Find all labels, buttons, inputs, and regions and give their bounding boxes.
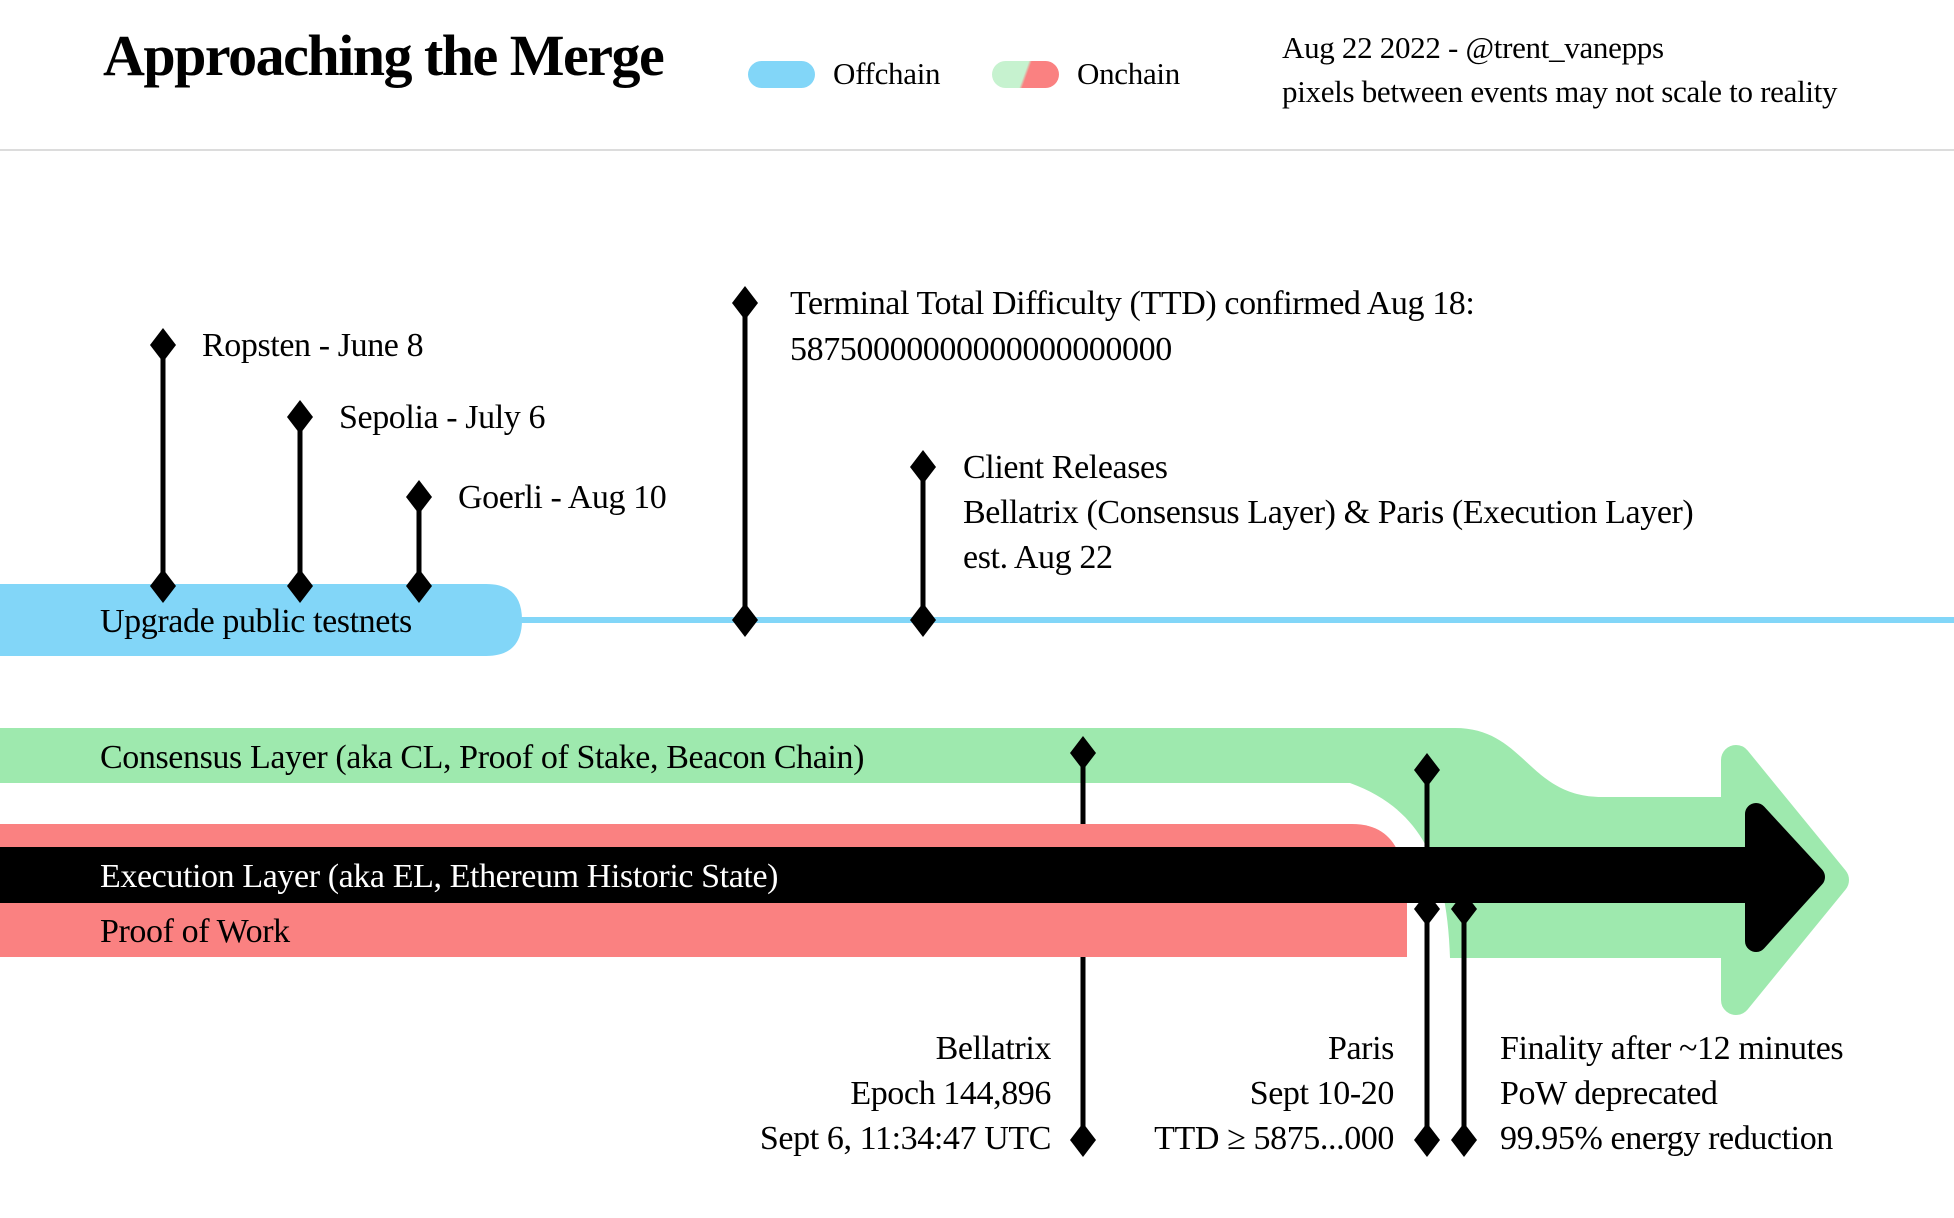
testnet-label: Ropsten - June 8	[202, 327, 423, 364]
credit-line-1: Aug 22 2022 - @trent_vanepps	[1282, 30, 1664, 65]
diamond-icon	[287, 400, 313, 434]
ttd-event-marker: Terminal Total Difficulty (TTD) confirme…	[732, 285, 1475, 637]
execution-layer-bar	[0, 847, 1758, 903]
ttd-line-2: 58750000000000000000000	[790, 331, 1172, 368]
onchain-label: Onchain	[1077, 56, 1180, 91]
credit-block: Aug 22 2022 - @trent_vanepps pixels betw…	[1282, 26, 1838, 114]
client-line-3: est. Aug 22	[963, 539, 1113, 576]
bellatrix-line-1: Bellatrix	[936, 1030, 1052, 1067]
proof-of-work-label: Proof of Work	[100, 913, 290, 950]
offchain-timeline-line	[0, 617, 1954, 623]
credit-line-2: pixels between events may not scale to r…	[1282, 74, 1838, 109]
diamond-icon	[1070, 1123, 1096, 1157]
testnet-label: Goerli - Aug 10	[458, 479, 666, 516]
client-line-2: Bellatrix (Consensus Layer) & Paris (Exe…	[963, 494, 1693, 531]
page-title: Approaching the Merge	[103, 23, 665, 88]
consensus-layer-label: Consensus Layer (aka CL, Proof of Stake,…	[100, 739, 864, 776]
consensus-layer-band	[0, 728, 1748, 958]
offchain-pill-icon	[748, 60, 815, 88]
paris-line-1: Paris	[1328, 1030, 1394, 1067]
client-releases-event-marker: Client Releases Bellatrix (Consensus Lay…	[910, 449, 1694, 637]
execution-layer-label: Execution Layer (aka EL, Ethereum Histor…	[100, 858, 778, 895]
paris-line-2: Sept 10-20	[1250, 1075, 1394, 1112]
black-arrowhead-icon	[1745, 803, 1825, 952]
diamond-icon	[1414, 1123, 1440, 1157]
finality-line-2: PoW deprecated	[1500, 1075, 1718, 1112]
upgrade-testnets-label: Upgrade public testnets	[100, 603, 412, 640]
ttd-line-1: Terminal Total Difficulty (TTD) confirme…	[790, 285, 1474, 322]
header-divider	[0, 149, 1954, 151]
finality-line-1: Finality after ~12 minutes	[1500, 1030, 1843, 1067]
offchain-label: Offchain	[833, 56, 941, 91]
testnet-marker-ropsten: Ropsten - June 8	[150, 327, 424, 603]
diamond-icon	[732, 603, 758, 637]
legend-onchain: Onchain	[992, 56, 1180, 92]
diamond-icon	[1451, 1123, 1477, 1157]
diamond-icon	[406, 480, 432, 514]
legend-offchain: Offchain	[748, 56, 941, 92]
upgrade-testnets-bar	[0, 584, 522, 656]
diamond-icon	[732, 286, 758, 320]
paris-event-marker	[1414, 753, 1440, 1157]
diamond-icon	[910, 603, 936, 637]
paris-annotation: Paris Sept 10-20 TTD ≥ 5875...000	[1154, 1030, 1394, 1157]
onchain-pill-icon	[992, 60, 1059, 88]
bellatrix-line-2: Epoch 144,896	[850, 1075, 1051, 1112]
paris-line-3: TTD ≥ 5875...000	[1154, 1120, 1394, 1157]
bellatrix-line-3: Sept 6, 11:34:47 UTC	[760, 1120, 1051, 1157]
finality-line-3: 99.95% energy reduction	[1500, 1120, 1833, 1157]
testnet-label: Sepolia - July 6	[339, 399, 545, 436]
finality-event-marker	[1451, 892, 1477, 1157]
client-line-1: Client Releases	[963, 449, 1168, 486]
diamond-icon	[150, 328, 176, 362]
diamond-icon	[910, 450, 936, 484]
bellatrix-annotation: Bellatrix Epoch 144,896 Sept 6, 11:34:47…	[760, 1030, 1052, 1157]
finality-annotation: Finality after ~12 minutes PoW deprecate…	[1500, 1030, 1844, 1157]
testnet-marker-goerli: Goerli - Aug 10	[406, 479, 667, 603]
testnet-marker-sepolia: Sepolia - July 6	[287, 399, 545, 603]
